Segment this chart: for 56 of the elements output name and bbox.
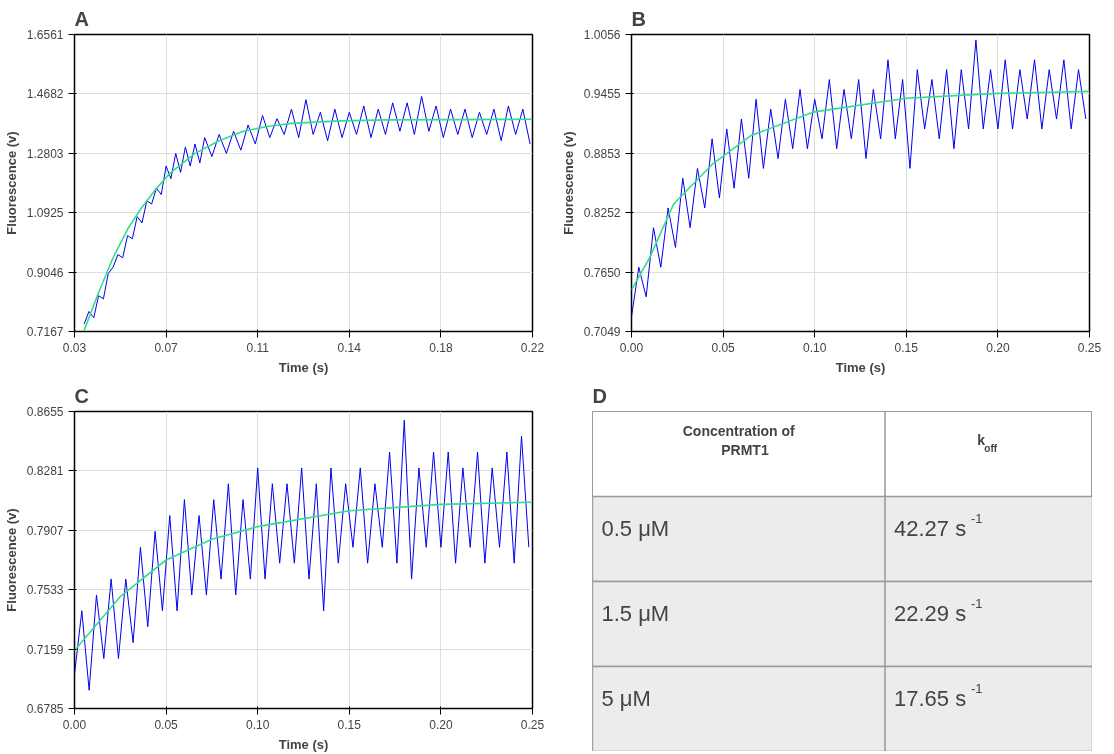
x-tick-label: 0.07 (154, 340, 179, 355)
x-tick-label: 0.00 (62, 717, 87, 732)
y-tick-label: 0.7167 (26, 325, 64, 339)
y-axis-title: Fluorescence (v) (560, 131, 576, 235)
text: 17.65 s-1 (894, 681, 983, 712)
y-tick-label: 0.7159 (26, 642, 64, 657)
text: 0.5 μM (601, 516, 670, 542)
text: Concentration of PRMT1 (682, 422, 796, 458)
y-tick-label: 0.7650 (583, 265, 621, 280)
x-tick-label: 0.05 (711, 340, 736, 355)
y-tick-label: 0.8853 (583, 146, 621, 161)
chart-title: B (631, 7, 646, 30)
x-tick-label: 0.10 (803, 340, 827, 355)
x-tick-label: 0.15 (337, 717, 362, 732)
x-tick-label: 0.14 (337, 340, 362, 355)
y-tick-label: 0.9046 (26, 265, 64, 280)
x-tick-label: 0.20 (429, 717, 453, 732)
y-axis-title: Fluorescence (v) (3, 508, 19, 612)
x-axis-title: Time (s) (278, 359, 329, 375)
x-axis-title: Time (s) (278, 736, 329, 752)
x-tick-label: 0.25 (520, 717, 545, 732)
x-tick-label: 0.22 (520, 340, 545, 355)
y-tick-label: 0.8281 (26, 464, 64, 479)
y-tick-label: 0.7907 (26, 523, 64, 538)
x-tick-label: 0.05 (154, 717, 179, 732)
y-tick-label: 0.7049 (583, 325, 621, 339)
y-tick-label: 1.0925 (26, 206, 64, 221)
x-tick-label: 0.15 (894, 340, 919, 355)
x-axis-title: Time (s) (835, 359, 886, 375)
y-axis-title: Fluorescence (v) (3, 131, 19, 235)
y-tick-label: 1.6561 (26, 28, 64, 42)
y-tick-label: 0.6785 (26, 702, 64, 716)
x-tick-label: 0.00 (619, 340, 644, 355)
y-tick-label: 0.9455 (583, 87, 621, 102)
y-tick-label: 0.7533 (26, 583, 64, 598)
chart-title: A (74, 7, 89, 30)
x-tick-label: 0.10 (246, 717, 270, 732)
line-series (631, 90, 1090, 291)
text: 1.5 μM (601, 601, 670, 627)
line-series (74, 501, 533, 652)
text: 5 μM (601, 686, 651, 712)
text: D (592, 384, 607, 407)
text: 22.29 s-1 (894, 596, 983, 627)
y-tick-label: 1.4682 (26, 87, 64, 102)
line-series (74, 419, 530, 691)
y-tick-label: 1.0056 (583, 28, 621, 42)
y-tick-label: 0.8252 (583, 206, 621, 221)
text: 42.27 s-1 (894, 511, 983, 542)
x-tick-label: 0.18 (429, 340, 453, 355)
y-tick-label: 0.8655 (26, 405, 64, 419)
x-tick-label: 0.20 (986, 340, 1010, 355)
x-tick-label: 0.11 (246, 340, 270, 355)
x-tick-label: 0.25 (1077, 340, 1102, 355)
y-tick-label: 1.2803 (26, 146, 64, 161)
chart-title: C (74, 384, 89, 407)
x-tick-label: 0.03 (62, 340, 87, 355)
